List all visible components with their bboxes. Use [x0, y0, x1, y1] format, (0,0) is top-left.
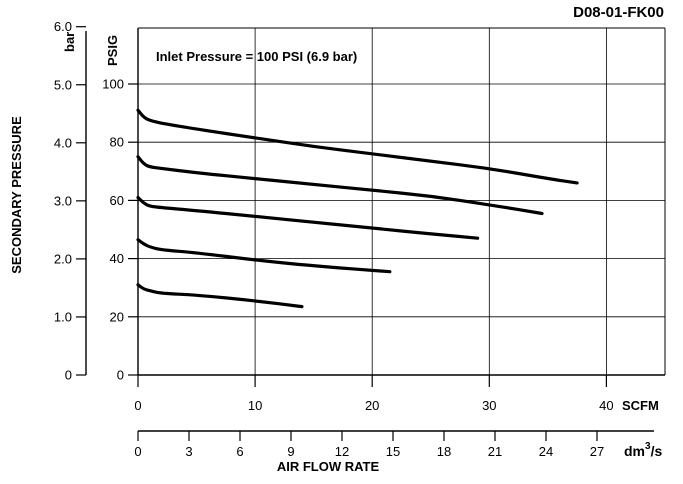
y-axis-psig: 0 20 40 60 80 100 — [102, 77, 138, 383]
y-tick-label-psig: 40 — [110, 251, 124, 266]
series-line-5 — [136, 283, 304, 309]
y-tick-label-bar: 6.0 — [54, 19, 72, 34]
y-tick-label-bar: 4.0 — [54, 135, 72, 150]
y-tick-label-psig: 100 — [102, 77, 124, 92]
y-tick-label-bar: 0 — [65, 368, 72, 383]
series-line-1 — [136, 108, 579, 185]
series-line-2 — [136, 155, 544, 216]
x-tick-label-dm3s: 0 — [134, 444, 141, 459]
x-tick-label-scfm: 10 — [248, 398, 262, 413]
x-tick-label-scfm: 0 — [134, 398, 141, 413]
x-unit-dm3s-main: dm — [624, 443, 645, 459]
y-axis-title: SECONDARY PRESSURE — [9, 116, 24, 274]
series-line-3 — [136, 195, 480, 240]
x-tick-label-dm3s: 12 — [335, 444, 349, 459]
y-tick-label-psig: 0 — [117, 368, 124, 383]
y-unit-bar: bar — [62, 32, 77, 52]
x-tick-label-dm3s: 21 — [488, 444, 502, 459]
y-axis-bar: 01.02.03.04.05.06.07.0 — [54, 19, 87, 383]
inlet-pressure-annotation: Inlet Pressure = 100 PSI (6.9 bar) — [156, 49, 357, 64]
x-unit-dm3s-end: /s — [651, 443, 663, 459]
grid — [138, 28, 665, 375]
x-unit-dm3s-sup: 3 — [645, 441, 651, 452]
y-tick-label-psig: 60 — [110, 193, 124, 208]
x-tick-label-dm3s: 15 — [386, 444, 400, 459]
y-tick-label-bar: 1.0 — [54, 309, 72, 324]
x-tick-label-scfm: 40 — [599, 398, 613, 413]
x-axis-scfm: 0 10 20 30 40 — [134, 375, 614, 413]
x-tick-label-scfm: 20 — [365, 398, 379, 413]
x-axis-dm3s: 0 3 6 9 12 15 18 21 24 27 — [134, 430, 654, 459]
chart-code: D08-01-FK00 — [573, 4, 664, 21]
series-line-4 — [136, 238, 392, 274]
y-tick-label-psig: 80 — [110, 135, 124, 150]
x-unit-dm3s: dm3/s — [624, 441, 662, 459]
x-tick-label-dm3s: 9 — [287, 444, 294, 459]
x-unit-scfm: SCFM — [622, 398, 659, 413]
y-unit-psig: PSIG — [105, 35, 120, 66]
x-tick-label-dm3s: 27 — [590, 444, 604, 459]
x-axis-title: AIR FLOW RATE — [277, 459, 380, 474]
y-tick-label-psig: 20 — [110, 309, 124, 324]
x-tick-label-dm3s: 18 — [437, 444, 451, 459]
y-tick-label-bar: 3.0 — [54, 193, 72, 208]
x-tick-label-dm3s: 3 — [185, 444, 192, 459]
x-tick-label-dm3s: 6 — [236, 444, 243, 459]
series — [136, 108, 579, 309]
x-tick-label-dm3s: 24 — [539, 444, 553, 459]
y-tick-label-bar: 2.0 — [54, 251, 72, 266]
x-tick-label-scfm: 30 — [482, 398, 496, 413]
y-tick-label-bar: 5.0 — [54, 77, 72, 92]
